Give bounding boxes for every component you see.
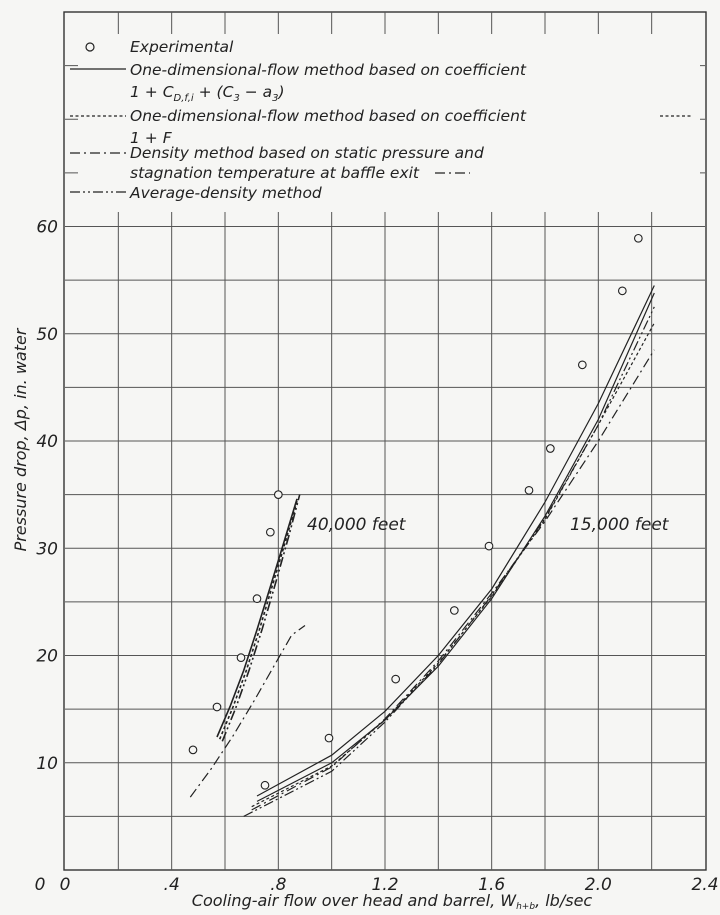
y-tick-label: 40 bbox=[36, 432, 58, 452]
x-axis-title: Cooling-air flow over head and barrel, W… bbox=[192, 891, 593, 912]
series-line-density-40k bbox=[189, 625, 306, 798]
x-tick-label: 2.4 bbox=[691, 875, 718, 895]
y-tick-label: 30 bbox=[36, 539, 58, 559]
experimental-point bbox=[188, 745, 198, 755]
x-tick-label: 1.6 bbox=[478, 875, 505, 895]
experimental-point bbox=[577, 360, 587, 370]
experimental-point bbox=[324, 733, 334, 743]
legend-one-dim-f-2: 1 + F bbox=[130, 129, 173, 147]
experimental-point bbox=[484, 541, 494, 551]
y-tick-label: 50 bbox=[36, 325, 58, 345]
series-line-f-40k bbox=[218, 500, 298, 740]
x-axis-title-main: Cooling-air flow over head and barrel, W bbox=[192, 891, 517, 910]
legend-one-dim-cdfi-2: 1 + CD,f,i + (C3 − a3) bbox=[130, 83, 285, 104]
legend-cdfi-part-b: + (C bbox=[194, 83, 234, 101]
annotation-40000-feet: 40,000 feet bbox=[307, 515, 407, 535]
legend-density-1: Density method based on static pressure … bbox=[130, 144, 484, 162]
y-tick-label: 60 bbox=[36, 218, 58, 238]
annotation-15000-feet: 15,000 feet bbox=[570, 515, 670, 535]
experimental-point bbox=[391, 674, 401, 684]
x-tick-label: 0 bbox=[60, 875, 71, 895]
x-tick-label: 2.0 bbox=[585, 875, 612, 895]
legend-cdfi-part-a: 1 + C bbox=[130, 83, 174, 101]
tick-labels: 0 .4 .8 1.2 1.6 2.0 2.4 10 20 30 40 50 60 0 bbox=[35, 218, 719, 896]
experimental-point bbox=[236, 653, 246, 662]
experimental-point bbox=[633, 233, 643, 243]
experimental-point bbox=[617, 286, 627, 296]
series-line-cdfi-15k bbox=[256, 285, 655, 797]
legend-one-dim-cdfi-1: One-dimensional-flow method based on coe… bbox=[130, 61, 527, 79]
experimental-point bbox=[252, 594, 262, 604]
legend: Experimental One-dimensional-flow method… bbox=[70, 38, 692, 202]
x-tick-label: .8 bbox=[270, 875, 286, 895]
experimental-point bbox=[449, 606, 459, 615]
experimental-point bbox=[524, 485, 534, 495]
legend-experimental: Experimental bbox=[130, 38, 234, 56]
experimental-point bbox=[265, 527, 275, 537]
series-line-density-15k bbox=[251, 349, 655, 811]
series-line-cdfi-40k bbox=[216, 498, 298, 738]
x-tick-label: 1.2 bbox=[371, 875, 398, 895]
x-axis-title-sub: h+b bbox=[516, 902, 535, 912]
experimental-points bbox=[188, 233, 643, 790]
legend-density-2: stagnation temperature at baffle exit bbox=[130, 164, 420, 182]
legend-cdfi-sub-dfi: D,f,i bbox=[174, 93, 194, 104]
legend-cdfi-sub-3: 3 bbox=[233, 93, 239, 104]
experimental-point bbox=[260, 780, 270, 790]
y-tick-label: 10 bbox=[36, 754, 58, 774]
legend-marker-circle bbox=[85, 42, 95, 52]
series-line-avg-15k bbox=[243, 306, 655, 817]
legend-cdfi-part-c: − a bbox=[240, 83, 272, 101]
y-axis-title: Pressure drop, Δp, in. water bbox=[11, 327, 30, 551]
x-axis-title-tail: , lb/sec bbox=[535, 891, 592, 910]
y-tick-label: 20 bbox=[36, 647, 58, 667]
series-line-f-15k bbox=[251, 322, 655, 808]
legend-cdfi-sub-3b: 3 bbox=[272, 93, 278, 104]
experimental-point bbox=[212, 702, 222, 712]
series-line-avg-40k bbox=[221, 494, 301, 742]
series-line-cdfi-15k bbox=[256, 292, 655, 802]
experimental-point bbox=[273, 490, 283, 499]
series-layer bbox=[189, 285, 655, 817]
x-tick-label: .4 bbox=[164, 875, 180, 895]
experimental-point bbox=[545, 444, 555, 453]
legend-one-dim-f-1: One-dimensional-flow method based on coe… bbox=[130, 107, 527, 125]
legend-cdfi-close: ) bbox=[278, 83, 285, 101]
legend-background bbox=[78, 34, 700, 212]
legend-avg-density: Average-density method bbox=[129, 184, 322, 202]
origin-label: 0 bbox=[35, 875, 46, 895]
